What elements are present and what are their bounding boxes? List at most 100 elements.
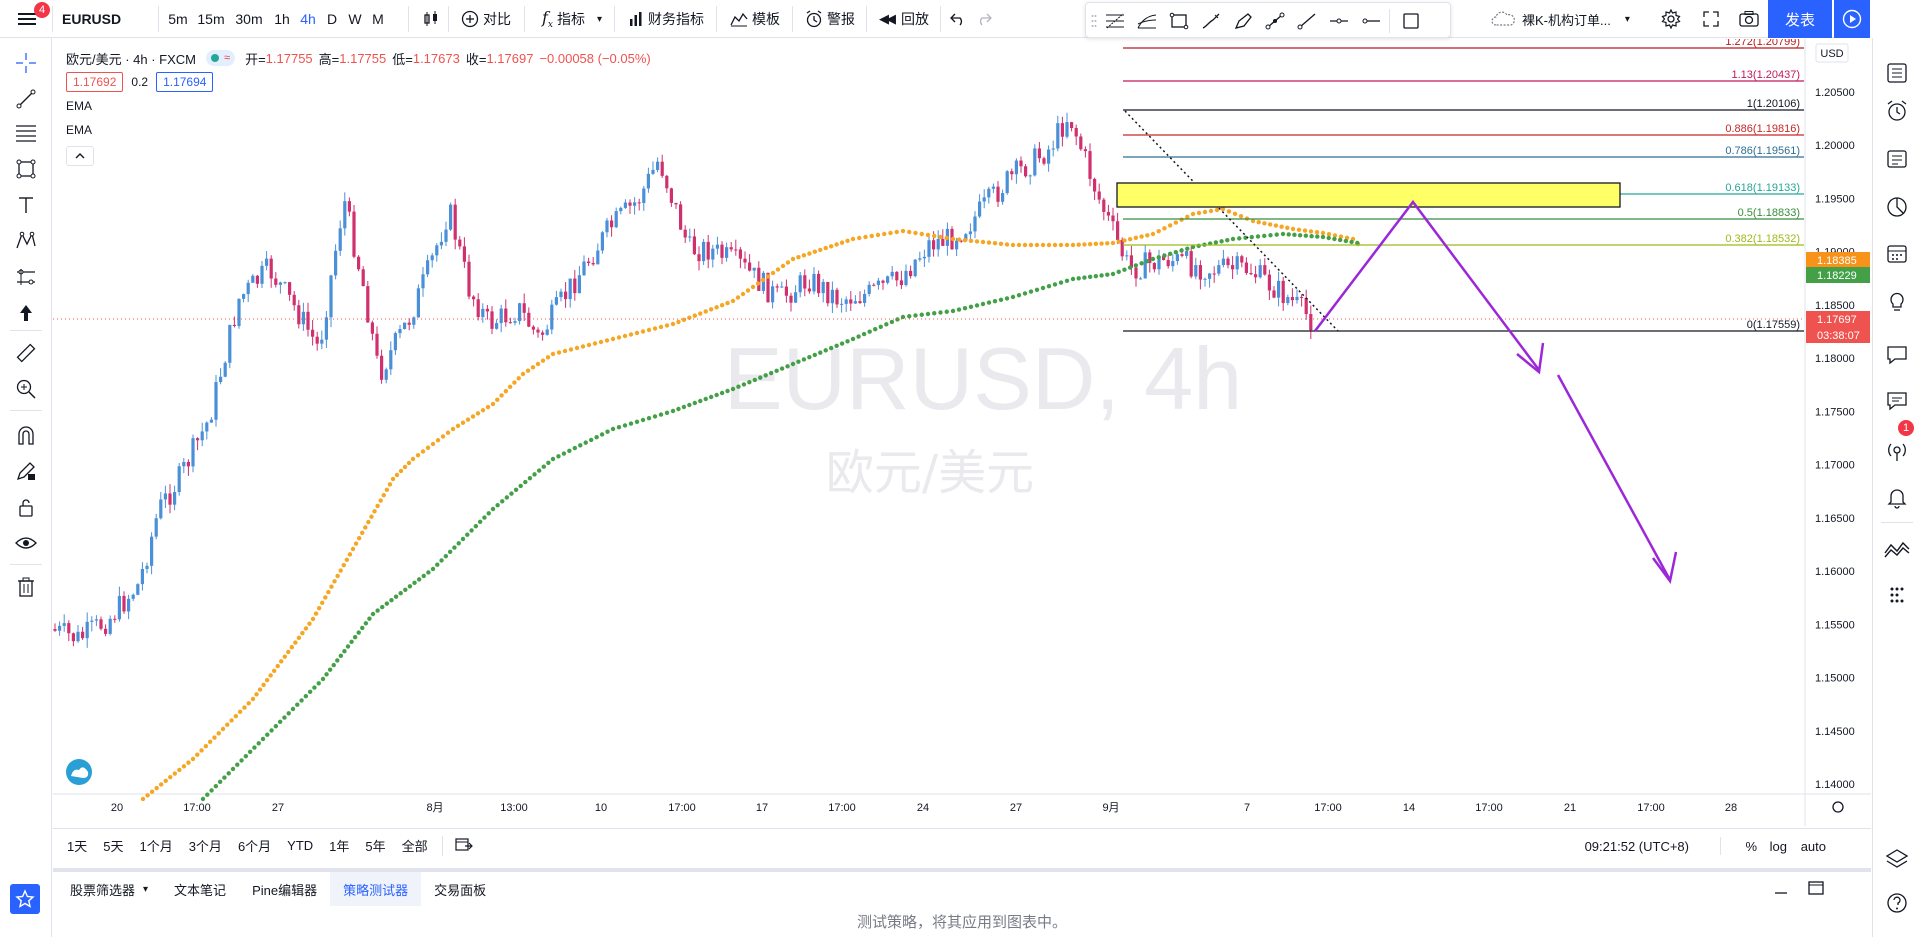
interval-W[interactable]: W — [348, 11, 362, 27]
indicators-button[interactable]: fx 指标 ▾ — [541, 7, 603, 31]
crosshair-icon[interactable] — [11, 48, 41, 78]
range-5[interactable]: YTD — [287, 838, 314, 853]
interval-5m[interactable]: 5m — [168, 11, 188, 27]
help-question-icon[interactable] — [1882, 888, 1912, 918]
ideas-lightbulb-icon[interactable] — [1882, 286, 1912, 316]
eye-icon[interactable] — [11, 528, 41, 558]
range-0[interactable]: 1天 — [67, 839, 88, 854]
sell-price-button[interactable]: 1.17692 — [66, 72, 124, 92]
rectangle-tool-icon[interactable] — [1164, 7, 1194, 35]
financials-button[interactable]: 财务指标 — [622, 0, 710, 38]
favorites-star-icon[interactable] — [10, 884, 40, 914]
range-8[interactable]: 全部 — [401, 839, 428, 854]
goto-date-icon[interactable] — [449, 836, 479, 855]
ema-fast-line[interactable] — [200, 231, 1360, 802]
menu-icon[interactable] — [12, 0, 42, 38]
ruler-icon[interactable] — [11, 338, 41, 368]
horizontal-line-tool-icon[interactable] — [1324, 7, 1354, 35]
chat-icon[interactable] — [1882, 340, 1912, 370]
minimize-panel-icon[interactable] — [1773, 880, 1789, 899]
panel-tab-1[interactable]: 文本笔记 — [174, 882, 227, 898]
pattern-tool-icon[interactable] — [11, 226, 41, 256]
fib-channel-tool-icon[interactable] — [1132, 7, 1162, 35]
alarm-clock-icon[interactable] — [1882, 96, 1912, 126]
calendar-icon[interactable] — [1882, 238, 1912, 268]
clock-timezone[interactable]: 09:21:52 (UTC+8) — [1584, 838, 1689, 854]
interval-M[interactable]: M — [372, 11, 384, 27]
square-tool-icon[interactable] — [1396, 7, 1426, 35]
templates-button[interactable]: 模板 — [724, 0, 786, 38]
interval-30m[interactable]: 30m — [235, 11, 263, 27]
pen-tool-icon[interactable] — [1228, 7, 1258, 35]
log-scale-toggle[interactable]: log — [1769, 838, 1787, 854]
brush-tool-icon[interactable] — [1196, 7, 1226, 35]
candles-chart-type-icon[interactable] — [416, 0, 446, 38]
chart-area[interactable]: EURUSD, 4h欧元/美元1.205001.200001.195001.19… — [53, 39, 1871, 826]
arrow-up-icon[interactable] — [11, 298, 41, 328]
panel-tab-2[interactable]: Pine编辑器 — [252, 882, 318, 898]
range-1[interactable]: 5天 — [103, 839, 124, 854]
undo-icon[interactable] — [946, 0, 970, 38]
fullscreen-icon[interactable] — [1696, 0, 1726, 38]
price-chart[interactable]: EURUSD, 4h欧元/美元1.205001.200001.195001.19… — [53, 39, 1871, 826]
indicator-label-ema-2[interactable]: EMA — [66, 123, 93, 137]
dom-icon[interactable] — [1882, 580, 1912, 610]
interval-D[interactable]: D — [326, 11, 338, 27]
play-icon[interactable] — [1834, 0, 1870, 38]
percent-scale-toggle[interactable]: % — [1745, 838, 1757, 854]
alert-button[interactable]: 警报 — [800, 0, 860, 38]
range-2[interactable]: 1个月 — [139, 839, 173, 854]
magnet-icon[interactable] — [11, 420, 41, 450]
interval-4h[interactable]: 4h — [300, 11, 316, 27]
maximize-panel-icon[interactable] — [1807, 880, 1825, 899]
redo-icon[interactable] — [972, 0, 996, 38]
publish-button[interactable]: 发表 — [1768, 0, 1832, 38]
collapse-legend-button[interactable] — [66, 146, 94, 166]
trading-panel-icon[interactable] — [1882, 534, 1912, 564]
fib-tools-icon[interactable] — [11, 118, 41, 148]
zoom-in-icon[interactable] — [11, 374, 41, 404]
prediction-tool-icon[interactable] — [11, 262, 41, 292]
text-tool-icon[interactable] — [11, 190, 41, 220]
range-4[interactable]: 6个月 — [237, 839, 272, 854]
fib-retracement-tool-icon[interactable] — [1100, 7, 1130, 35]
range-3[interactable]: 3个月 — [188, 839, 222, 854]
ema-slow-line[interactable] — [140, 206, 1361, 802]
hotlist-icon[interactable] — [1882, 192, 1912, 222]
trash-icon[interactable] — [11, 572, 41, 602]
interval-15m[interactable]: 15m — [197, 11, 225, 27]
range-6[interactable]: 1年 — [329, 839, 350, 854]
layout-select[interactable]: 裸K-机构订单... ▾ — [1490, 0, 1630, 38]
axis-settings-gear-icon[interactable] — [1832, 801, 1844, 813]
interval-1h[interactable]: 1h — [274, 11, 290, 27]
data-window-icon[interactable] — [1882, 144, 1912, 174]
range-7[interactable]: 5年 — [365, 839, 386, 854]
legend-title[interactable]: 欧元/美元 · 4h · FXCM — [66, 51, 197, 67]
symbol-search[interactable]: EURUSD — [62, 11, 122, 27]
panel-tab-4[interactable]: 交易面板 — [434, 882, 487, 898]
camera-icon[interactable] — [1734, 0, 1764, 38]
pencil-lock-icon[interactable] — [11, 456, 41, 486]
settings-gear-icon[interactable] — [1656, 0, 1686, 38]
trend-line-tool-icon[interactable] — [1260, 7, 1290, 35]
notifications-bell-icon[interactable] — [1882, 482, 1912, 512]
ray-tool-icon[interactable] — [1292, 7, 1322, 35]
messages-icon[interactable] — [1882, 386, 1912, 416]
drag-handle-icon[interactable] — [1088, 7, 1100, 35]
indicator-label-ema-1[interactable]: EMA — [66, 99, 93, 113]
buy-price-button[interactable]: 1.17694 — [156, 72, 214, 92]
panel-tab-3[interactable]: 策略测试器 — [330, 872, 422, 906]
horizontal-ray-tool-icon[interactable] — [1356, 7, 1386, 35]
replay-button[interactable]: ◀◀ 回放 — [879, 11, 929, 27]
watchlist-icon[interactable] — [1882, 58, 1912, 88]
candlestick-series[interactable] — [53, 112, 1313, 648]
layers-icon[interactable] — [1882, 844, 1912, 874]
shapes-icon[interactable] — [11, 154, 41, 184]
trend-line-icon[interactable] — [11, 84, 41, 114]
compare-button[interactable]: 对比 — [456, 0, 516, 38]
streams-broadcast-icon[interactable] — [1882, 436, 1912, 466]
lock-icon[interactable] — [11, 492, 41, 522]
panel-tab-0[interactable]: 股票筛选器 ▾ — [70, 882, 149, 898]
market-status-pill[interactable]: ≈ — [206, 50, 236, 66]
auto-scale-toggle[interactable]: auto — [1800, 838, 1826, 854]
